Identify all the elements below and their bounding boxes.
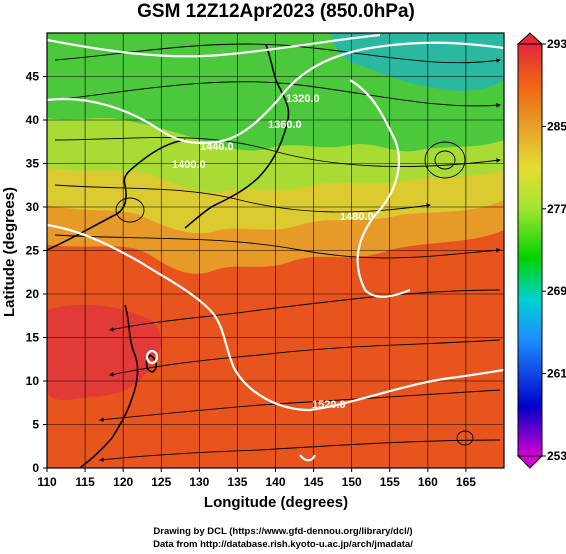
x-tick-label: 155 xyxy=(380,475,400,489)
credit-line-1: Drawing by DCL (https://www.gfd-dennou.o… xyxy=(153,526,413,537)
colorbar-bottom-arrow xyxy=(516,455,544,469)
x-tick-label: 130 xyxy=(189,475,209,489)
x-axis-ticks: 110 115 120 125 130 135 140 145 150 155 160 165 xyxy=(37,468,476,489)
height-contours xyxy=(47,33,504,462)
colorbar-tick-label: 269 xyxy=(547,284,566,298)
contour-labels: 1440.0 1520.0 1400.0 1480.0 1360.0 1320.… xyxy=(172,93,374,411)
y-tick-label: 0 xyxy=(32,461,39,475)
y-tick-label: 20 xyxy=(26,287,40,301)
colorbar-tick-label: 253 xyxy=(547,449,566,463)
colorbar-tick-label: 277 xyxy=(547,202,566,216)
colorbar-body xyxy=(517,43,543,457)
x-axis-label: Longitude (degrees) xyxy=(204,494,348,511)
y-axis-label: Latitude (degrees) xyxy=(1,187,18,317)
y-tick-label: 45 xyxy=(26,70,40,84)
y-tick-label: 25 xyxy=(26,244,40,258)
colorbar-ticks: 293 285 277 269 261 253 xyxy=(542,37,566,463)
contour-label: 1360.0 xyxy=(268,119,302,131)
contour-label: 1520.0 xyxy=(312,399,346,411)
contour-label: 1480.0 xyxy=(340,211,374,223)
contour-label: 1440.0 xyxy=(200,141,234,153)
colorbar-top-arrow xyxy=(516,32,544,45)
colorbar-tick-label: 293 xyxy=(547,37,566,51)
colorbar: 293 285 277 269 261 253 xyxy=(516,32,566,469)
y-tick-label: 15 xyxy=(26,331,40,345)
contour-label: 1400.0 xyxy=(172,159,206,171)
colorbar-tick-label: 261 xyxy=(547,367,566,381)
chart-title: GSM 12Z12Apr2023 (850.0hPa) xyxy=(137,1,415,22)
y-tick-label: 40 xyxy=(26,113,40,127)
credit-line-2: Data from http://database.rish.kyoto-u.a… xyxy=(153,539,413,550)
x-tick-label: 165 xyxy=(456,475,476,489)
contour-label: 1320.0 xyxy=(286,93,320,105)
x-tick-label: 110 xyxy=(37,475,57,489)
y-tick-label: 30 xyxy=(26,200,40,214)
x-tick-label: 125 xyxy=(151,475,171,489)
x-tick-label: 120 xyxy=(113,475,133,489)
y-tick-label: 35 xyxy=(26,157,40,171)
y-tick-label: 10 xyxy=(26,374,40,388)
x-tick-label: 160 xyxy=(418,475,438,489)
x-tick-label: 145 xyxy=(304,475,324,489)
streamlines xyxy=(54,43,501,462)
y-tick-label: 5 xyxy=(32,418,39,432)
x-tick-label: 140 xyxy=(265,475,285,489)
x-tick-label: 150 xyxy=(342,475,362,489)
y-axis-ticks: 0 5 10 15 20 25 30 35 40 45 xyxy=(26,70,47,475)
x-tick-label: 115 xyxy=(75,475,95,489)
colorbar-tick-label: 285 xyxy=(547,119,566,133)
x-tick-label: 135 xyxy=(227,475,247,489)
